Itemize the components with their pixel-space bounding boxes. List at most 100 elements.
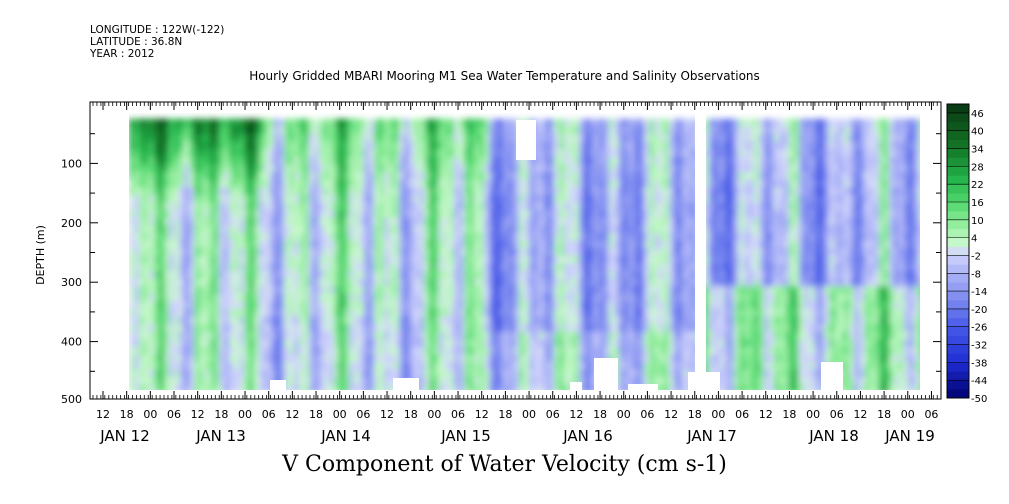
colorbar-tick-label: 34 [971, 145, 984, 156]
x-hour-tick-label: 18 [120, 408, 134, 421]
x-day-label: JAN 16 [562, 427, 613, 445]
y-tick-label: 400 [61, 336, 82, 349]
x-hour-tick-label: 00 [806, 408, 820, 421]
x-day-label: JAN 12 [99, 427, 150, 445]
x-day-label: JAN 14 [320, 427, 371, 445]
x-hour-tick-label: 00 [617, 408, 631, 421]
colorbar: 46 40 34 28 22 16 10 4 -2 -8 -14 -20 -26 -32 -38 -44 -50 [946, 103, 987, 405]
colorbar-swatch [947, 380, 969, 390]
colorbar-swatch [947, 210, 969, 221]
colorbar-swatch [947, 166, 969, 176]
x-hour-tick-label: 06 [356, 408, 370, 421]
x-hour-tick-label: 18 [593, 408, 607, 421]
x-hour-tick-label: 06 [262, 408, 276, 421]
x-hour-tick-label: 18 [309, 408, 323, 421]
colorbar-swatch [947, 193, 969, 203]
chart-canvas: 12 18 00 06 12 18 00 06 12 18 00 06 12 18 00 06 12 18 00 06… [34, 101, 987, 445]
x-axis-title: V Component of Water Velocity (cm s-1) [282, 452, 727, 477]
x-hour-tick-label: 00 [901, 408, 915, 421]
x-hour-tick-label: 12 [759, 408, 773, 421]
colorbar-swatch [947, 175, 969, 185]
colorbar-swatch [947, 130, 969, 141]
colorbar-swatch [947, 228, 969, 239]
colorbar-swatch [947, 353, 969, 363]
colorbar-tick-label: -32 [971, 341, 987, 352]
colorbar-swatch [947, 139, 969, 149]
colorbar-tick-label: 4 [971, 234, 977, 245]
colorbar-tick-label: 16 [971, 198, 984, 209]
x-hour-tick-label: 18 [214, 408, 228, 421]
colorbar-tick-label: 28 [971, 162, 984, 173]
colorbar-swatch [947, 219, 969, 230]
x-hour-tick-label: 12 [664, 408, 678, 421]
x-hour-tick-label: 06 [167, 408, 181, 421]
x-hour-tick-label: 00 [522, 408, 536, 421]
colorbar-swatch [947, 362, 969, 372]
x-hour-tick-label: 06 [830, 408, 844, 421]
y-tick-label: 100 [61, 157, 82, 170]
colorbar-tick-label: -14 [971, 287, 987, 298]
y-tick-label: 300 [61, 276, 82, 289]
x-hour-tick-label: 18 [498, 408, 512, 421]
colorbar-swatch [947, 112, 969, 123]
x-hour-tick-label: 12 [569, 408, 583, 421]
colorbar-swatch [947, 317, 969, 328]
x-hour-tick-label: 00 [427, 408, 441, 421]
x-hour-tick-label: 12 [96, 408, 110, 421]
colorbar-swatch [947, 300, 969, 310]
x-hour-tick-label: 18 [782, 408, 796, 421]
colorbar-swatch [947, 308, 969, 319]
colorbar-tick-label: -44 [971, 376, 987, 387]
x-hour-tick-label: 00 [711, 408, 725, 421]
heatmap-field [129, 113, 920, 390]
colorbar-swatch [947, 282, 969, 292]
x-hour-tick-label: 12 [380, 408, 394, 421]
x-hour-tick-label: 18 [877, 408, 891, 421]
year-label: YEAR : 2012 [90, 48, 155, 60]
colorbar-tick-label: 10 [971, 216, 984, 227]
x-hour-tick-label: 12 [853, 408, 867, 421]
colorbar-tick-label: -2 [971, 251, 981, 262]
x-hour-tick-label: 06 [640, 408, 654, 421]
colorbar-tick-label: 22 [971, 180, 984, 191]
colorbar-tick-label: 46 [971, 109, 984, 120]
colorbar-swatch [947, 104, 969, 114]
x-hour-tick-label: 06 [451, 408, 465, 421]
colorbar-tick-label: -20 [971, 305, 987, 316]
colorbar-swatch [947, 184, 969, 194]
chart-title: Hourly Gridded MBARI Mooring M1 Sea Wate… [249, 69, 760, 83]
longitude-label: LONGITUDE : 122W(-122) [90, 24, 225, 36]
x-day-label: JAN 15 [440, 427, 491, 445]
x-axis: 12 18 00 06 12 18 00 06 12 18 00 06 12 18 00 06 12 18 00 06… [92, 102, 938, 445]
x-hour-tick-label: 00 [333, 408, 347, 421]
x-hour-tick-label: 18 [404, 408, 418, 421]
colorbar-swatch [947, 202, 969, 212]
colorbar-tick-label: 40 [971, 127, 984, 138]
colorbar-tick-label: -38 [971, 358, 987, 369]
colorbar-swatch [947, 371, 969, 381]
colorbar-swatch [947, 335, 969, 345]
colorbar-swatch [947, 121, 969, 132]
x-hour-tick-label: 06 [924, 408, 938, 421]
colorbar-tick-label: -26 [971, 323, 987, 334]
x-hour-tick-label: 06 [735, 408, 749, 421]
y-tick-label: 500 [61, 393, 82, 406]
colorbar-swatch [947, 273, 969, 283]
x-hour-tick-label: 12 [475, 408, 489, 421]
colorbar-swatch [947, 344, 969, 354]
y-axis-label: DEPTH (m) [34, 225, 47, 285]
colorbar-swatch [947, 389, 969, 399]
colorbar-swatch [947, 148, 969, 158]
x-day-label: JAN 18 [808, 427, 859, 445]
y-tick-label: 200 [61, 217, 82, 230]
x-hour-tick-label: 12 [285, 408, 299, 421]
colorbar-swatch [947, 255, 969, 265]
colorbar-swatch [947, 237, 969, 247]
colorbar-swatch [947, 291, 969, 301]
x-day-label: JAN 13 [195, 427, 246, 445]
x-hour-tick-label: 00 [238, 408, 252, 421]
x-day-label: JAN 19 [884, 427, 935, 445]
x-hour-tick-label: 00 [143, 408, 157, 421]
colorbar-tick-label: -50 [971, 394, 987, 405]
colorbar-swatch [947, 246, 969, 256]
